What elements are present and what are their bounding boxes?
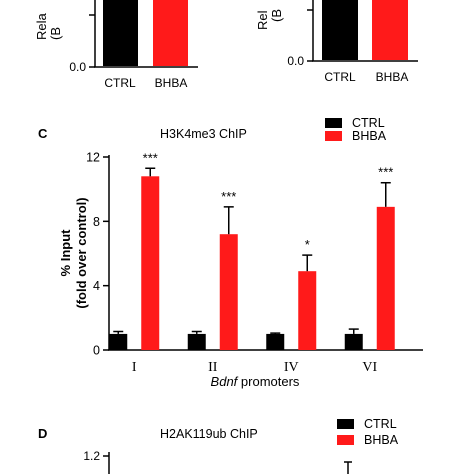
panel-c-legend-ctrl-swatch: [325, 118, 342, 128]
panel-d-ytick-label: 1.2: [83, 449, 100, 463]
panel-c-bar-ctrl: [109, 333, 128, 350]
top-right-ylabel: Rel: [255, 10, 270, 30]
panel-c-bar-bhba: [141, 176, 160, 350]
top-left-bar-ctrl: [103, 0, 138, 66]
panel-c-bar-ctrl: [187, 333, 206, 350]
panel-d-legend-bhba-swatch: [337, 435, 354, 445]
panel-c: C H3K4me3 ChIP CTRL BHBA % Input (fold o…: [38, 116, 423, 389]
panel-c-bar-ctrl: [266, 333, 285, 350]
panel-c-ytick-label: 0: [93, 344, 100, 358]
top-right-ylabel-2: (B: [269, 9, 284, 22]
panel-c-significance: ***: [143, 150, 158, 165]
panel-c-significance: ***: [378, 165, 393, 180]
top-left-panel: Rela (B 0.0 CTRL BHBA: [34, 0, 198, 90]
top-right-cat-ctrl: CTRL: [324, 70, 356, 84]
panel-c-bar-bhba: [298, 271, 317, 350]
panel-c-xlabel-rest: promoters: [237, 374, 300, 389]
panel-c-plot: 0 4 8 12 *** I *** II * IV *** VI: [86, 150, 423, 375]
panel-c-title: H3K4me3 ChIP: [160, 127, 247, 141]
top-right-panel: Rel (B 0.0 CTRL BHBA: [255, 0, 418, 84]
top-left-ylabel: Rela: [34, 12, 49, 40]
panel-c-ylabel-2: (fold over control): [74, 197, 89, 308]
panel-d-title: H2AK119ub ChIP: [160, 427, 258, 441]
panel-c-legend-ctrl-label: CTRL: [352, 116, 385, 130]
top-right-cat-bhba: BHBA: [376, 70, 409, 84]
panel-c-legend-bhba-swatch: [325, 131, 342, 141]
panel-c-letter: C: [38, 126, 48, 141]
panel-c-legend-bhba-label: BHBA: [352, 129, 387, 143]
top-right-ytick-label: 0.0: [287, 54, 304, 68]
panel-c-ytick-label: 8: [93, 215, 100, 229]
top-left-ytick-label: 0.0: [69, 60, 86, 74]
panel-c-category-label: IV: [284, 360, 299, 375]
panel-d-legend-ctrl-label: CTRL: [364, 417, 397, 431]
top-left-cat-bhba: BHBA: [155, 76, 188, 90]
panel-d-legend-bhba-label: BHBA: [364, 433, 399, 447]
panel-c-xlabel-italic: Bdnf: [211, 374, 239, 389]
panel-c-significance: *: [305, 237, 310, 252]
panel-d-legend-ctrl-swatch: [337, 419, 354, 429]
panel-c-ytick-label: 4: [93, 279, 100, 293]
panel-c-bar-ctrl: [344, 333, 363, 350]
panel-c-ytick-label: 12: [86, 151, 100, 165]
top-right-bar-ctrl: [322, 0, 358, 60]
panel-c-category-label: I: [132, 360, 137, 375]
panel-c-bar-bhba: [219, 234, 238, 350]
panel-c-significance: ***: [221, 189, 236, 204]
panel-d: D H2AK119ub ChIP CTRL BHBA 1.2: [38, 417, 399, 474]
top-right-bar-bhba: [372, 0, 408, 60]
panel-c-category-label: II: [208, 360, 218, 375]
panel-c-xlabel: Bdnf promoters: [211, 374, 300, 389]
top-left-cat-ctrl: CTRL: [104, 76, 136, 90]
top-left-bar-bhba: [153, 0, 188, 66]
panel-d-letter: D: [38, 426, 47, 441]
top-left-ylabel-2: (B: [48, 27, 63, 40]
panel-c-bar-bhba: [376, 206, 395, 350]
panel-c-ylabel-1: % Input: [58, 229, 73, 277]
panel-c-category-label: VI: [362, 360, 377, 375]
